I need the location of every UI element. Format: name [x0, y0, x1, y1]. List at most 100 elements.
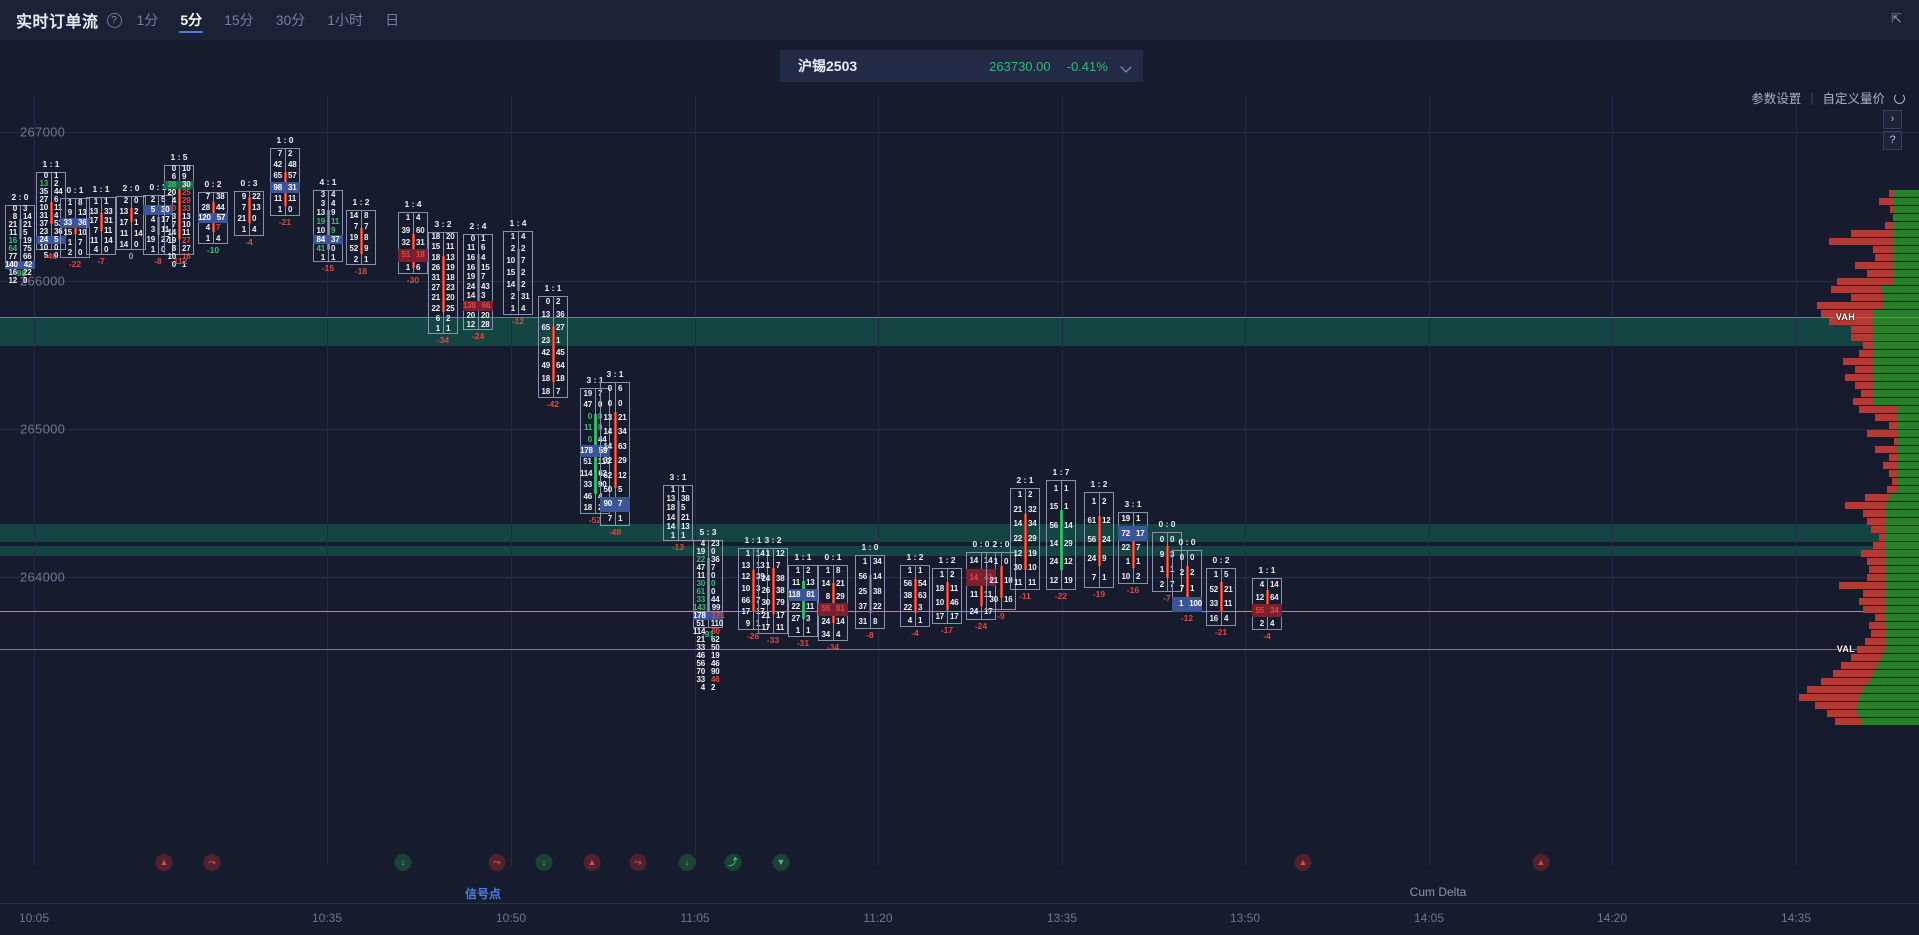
footprint-candle[interactable]: 0 : 2 7 38 28 44 120 57 4 7 1 4 -10	[198, 179, 228, 255]
tab-日[interactable]: 日	[385, 12, 400, 28]
tab-30分[interactable]: 30分	[275, 12, 306, 28]
footprint-candle[interactable]: 2 : 0 1 0 21 10 30 16 -9	[986, 539, 1016, 621]
footprint-candle[interactable]: 0 : 1 2 5 5 30 4 17 3 11 19 27 1 0 -8	[143, 182, 173, 266]
footprint-candle[interactable]: 4 : 1 3 4 3 4 13 9 19 11 10 9 84 37 41 0 1 1 -15	[313, 177, 343, 273]
footprint-candle[interactable]: 0 : 2 1 5 52 21 33 11 16 4 -21	[1206, 555, 1236, 637]
footprint-candle[interactable]: 3 : 1 0 6 0 0 13 21 14 34 14 63 32 29 62 12 50 5 90 7 7 1 -48	[600, 369, 630, 537]
footprint-candle[interactable]: 5 : 3 4 23 19 0 22 36 47 7 11 0 30 0 61 0 33 44 143 99 178 1…	[693, 527, 725, 692]
ask-volume-cell: 43	[481, 281, 490, 291]
ask-volume-cell: 36	[54, 227, 63, 236]
footprint-candle[interactable]: 1 : 1 0 2 13 36 65 27 23 1 42 45 49 64 18 18 18 7 -42	[538, 283, 568, 409]
signal-marker-up[interactable]: ▲	[583, 854, 601, 871]
signal-marker-buy[interactable]: ⤴	[724, 854, 742, 871]
footprint-candle[interactable]: 1 : 2 1 2 61 12 56 24 24 9 7 1 -19	[1084, 479, 1114, 599]
bid-volume-cell: 1	[1159, 564, 1164, 574]
ask-volume-cell: 8	[364, 232, 369, 242]
footprint-candle[interactable]: 1 : 4 1 4 2 2 10 7 15 2 14 2 2 31 1 4 -12	[503, 218, 533, 326]
signal-marker-down[interactable]: ↓	[678, 854, 696, 871]
volume-profile-row	[1789, 718, 1919, 725]
footprint-price-row: 1 14	[738, 548, 768, 560]
chevron-down-icon[interactable]	[1122, 63, 1133, 70]
tab-5分[interactable]: 5分	[179, 0, 203, 40]
bid-volume-cell: 23	[541, 335, 551, 345]
footprint-candle[interactable]: 0 : 1 1 8 9 13 33 36 15 10 1 7 2 0 -22	[60, 185, 90, 269]
signal-marker-up[interactable]: ▲	[1532, 854, 1550, 871]
ask-volume-cell: 29	[182, 196, 191, 205]
footprint-price-row: 11 11	[966, 586, 996, 603]
footprint-candle[interactable]: 0 : 1 1 8 14 21 8 29 55 81 24 14 34 4 -34	[818, 552, 848, 652]
bid-volume-cell: 55	[1255, 605, 1265, 615]
footprint-candle[interactable]: 0 : 0 14 14 14 41 11 11 24 17 -24	[966, 539, 996, 631]
signal-marker-sell[interactable]: ⤳	[488, 854, 506, 871]
question-circle-icon[interactable]: ?	[106, 12, 122, 28]
footprint-candle[interactable]: 2 : 4 0 1 11 6 16 4 16 15 19 7 24 43 14 3 138 66 20 20 12 28…	[463, 221, 493, 341]
ask-volume-cell: 44	[711, 595, 720, 604]
footprint-candle[interactable]: 3 : 1 19 7 47 0 0 0 11 0 0 44 178 59 51 110 114 62 33 90 46…	[580, 375, 610, 525]
footprint-price-row: 15 11	[428, 242, 458, 252]
ask-volume-cell: 63	[918, 591, 927, 601]
signal-marker-sell[interactable]: ⤳	[203, 854, 221, 871]
footprint-candle[interactable]: 1 : 2 14 8 7 7 19 8 52 9 2 1 -18	[346, 197, 376, 276]
footprint-price-row: 11 11	[1010, 575, 1040, 590]
footprint-candle[interactable]: 2 : 1 1 2 21 32 14 34 22 29 12 19 30 10 11 11 -11	[1010, 475, 1040, 601]
bid-volume-cell: 14	[603, 427, 613, 437]
footprint-candle[interactable]: 1 : 2 1 2 18 11 10 46 17 17 -17	[932, 555, 962, 635]
footprint-rows: 0 3 8 14 21 21 11 5 16 19 64 75 77 66 140 42 16 22 12 0	[5, 205, 35, 285]
bid-volume-cell: 3	[171, 212, 176, 221]
candle-midline	[1001, 552, 1002, 610]
footprint-candle[interactable]: 1 : 2 1 1 56 54 38 63 22 3 4 1 -4	[900, 552, 930, 638]
footprint-candle[interactable]: 3 : 1 19 1 72 17 22 7 1 1 10 2 -16	[1118, 499, 1148, 595]
tab-1分[interactable]: 1分	[136, 12, 159, 28]
footprint-candle[interactable]: 3 : 2 1 12 1 7 24 38 26 38 30 79 21 17 17 11 -33	[758, 535, 788, 645]
tab-1小时[interactable]: 1小时	[327, 12, 364, 28]
bid-volume-cell: 6	[435, 313, 440, 323]
footprint-candle[interactable]: 1 : 4 1 4 39 60 32 31 51 18 1 6 -30	[398, 199, 428, 285]
ask-volume-cell: 20	[446, 293, 455, 303]
candle-midline	[915, 565, 916, 627]
tab-15分[interactable]: 15分	[224, 12, 254, 28]
help-button[interactable]: ?	[1883, 131, 1902, 150]
bid-volume-cell: 1	[939, 570, 944, 579]
ask-volume-cell: 0	[711, 547, 716, 556]
footprint-candle[interactable]: 1 : 1 0 1 13 2 35 44 27 6 10 11 31 4 37 53 23 36 24 5 10 0 5 0…	[36, 159, 66, 261]
footprint-candle[interactable]: 1 : 1 1 2 11 13 118 81 22 11 27 3 1 1 -31	[788, 552, 818, 648]
footprint-candle[interactable]: 2 : 0 0 3 8 14 21 21 11 5 16 19 64 75 77 66 140 42 16 22 12…	[5, 192, 35, 285]
ask-volume-cell: 110	[710, 619, 724, 628]
footprint-candle[interactable]: 3 : 1 1 1 13 38 18 5 14 21 14 13 1 1 -13	[663, 472, 693, 552]
signal-marker-down[interactable]: ↓	[535, 854, 553, 871]
refresh-icon[interactable]	[1894, 93, 1905, 104]
chart-plot-area[interactable]: 267000 266000 265000 264000 2 : 0 0 3 8 14 21 21 11…	[0, 96, 1919, 866]
bid-volume-cell: 18	[431, 252, 441, 262]
footprint-candle[interactable]: 0 : 0 0 0 2 2 7 1 1 100 -12	[1172, 537, 1202, 623]
footprint-candle[interactable]: 1 : 5 0 10 6 9 38 30 20 25 4 29 0 33 3 13 7 10 14 11 19 27 8 2…	[164, 152, 194, 269]
footprint-candle[interactable]: 1 : 0 7 2 42 48 65 57 98 31 11 11 1 0 -21	[270, 135, 300, 227]
ask-volume-cell: 38	[681, 493, 690, 503]
param-settings-button[interactable]: 参数设置	[1751, 92, 1802, 106]
bid-volume-cell: 33	[696, 643, 706, 652]
ask-volume-cell: 7	[78, 238, 83, 247]
signal-marker-up[interactable]: ▲	[1294, 854, 1312, 871]
footprint-delta: -18	[354, 266, 368, 276]
footprint-price-row: 8 27	[164, 245, 194, 253]
signal-marker-down[interactable]: ▼	[772, 854, 790, 871]
footprint-candle[interactable]: 1 : 0 1 34 56 14 25 38 37 22 31 8 -8	[855, 542, 885, 640]
custom-volume-price-button[interactable]: 自定义量价	[1822, 92, 1885, 106]
footprint-candle[interactable]: 0 : 3 9 22 7 13 21 0 1 4 -4	[234, 178, 264, 247]
footprint-candle[interactable]: 3 : 2 18 20 15 11 18 13 26 19 31 18 27 23 21 20 22 25 6 2 1…	[428, 219, 458, 345]
ask-volume-cell: 17	[161, 215, 170, 224]
footprint-candle[interactable]: 2 : 0 2 0 13 2 17 1 11 14 14 0 0	[116, 183, 146, 261]
footprint-candle[interactable]: 1 : 1 1 1 13 33 17 31 7 11 11 14 4 0 -7	[86, 184, 116, 266]
footprint-price-row: 18 13	[428, 252, 458, 262]
volume-buy-bar	[1893, 278, 1919, 285]
signal-marker-down[interactable]: ↓	[394, 854, 412, 871]
collapse-panel-button[interactable]: ›	[1883, 110, 1902, 129]
signal-marker-sell[interactable]: ⤳	[629, 854, 647, 871]
expand-arrows-icon[interactable]: ⇱	[1891, 11, 1902, 26]
instrument-selector[interactable]: 沪锡2503 263730.00 -0.41%	[780, 50, 1143, 82]
bid-volume-cell: 7	[1179, 583, 1184, 593]
signal-marker-up[interactable]: ▲	[155, 854, 173, 871]
footprint-candle[interactable]: 1 : 1 4 14 12 64 55 34 2 4 -4	[1252, 565, 1282, 641]
ask-volume-cell: 54	[918, 578, 927, 588]
footprint-candle[interactable]: 1 : 7 1 1 15 1 56 14 14 29 24 12 12 19 -22	[1046, 467, 1076, 601]
